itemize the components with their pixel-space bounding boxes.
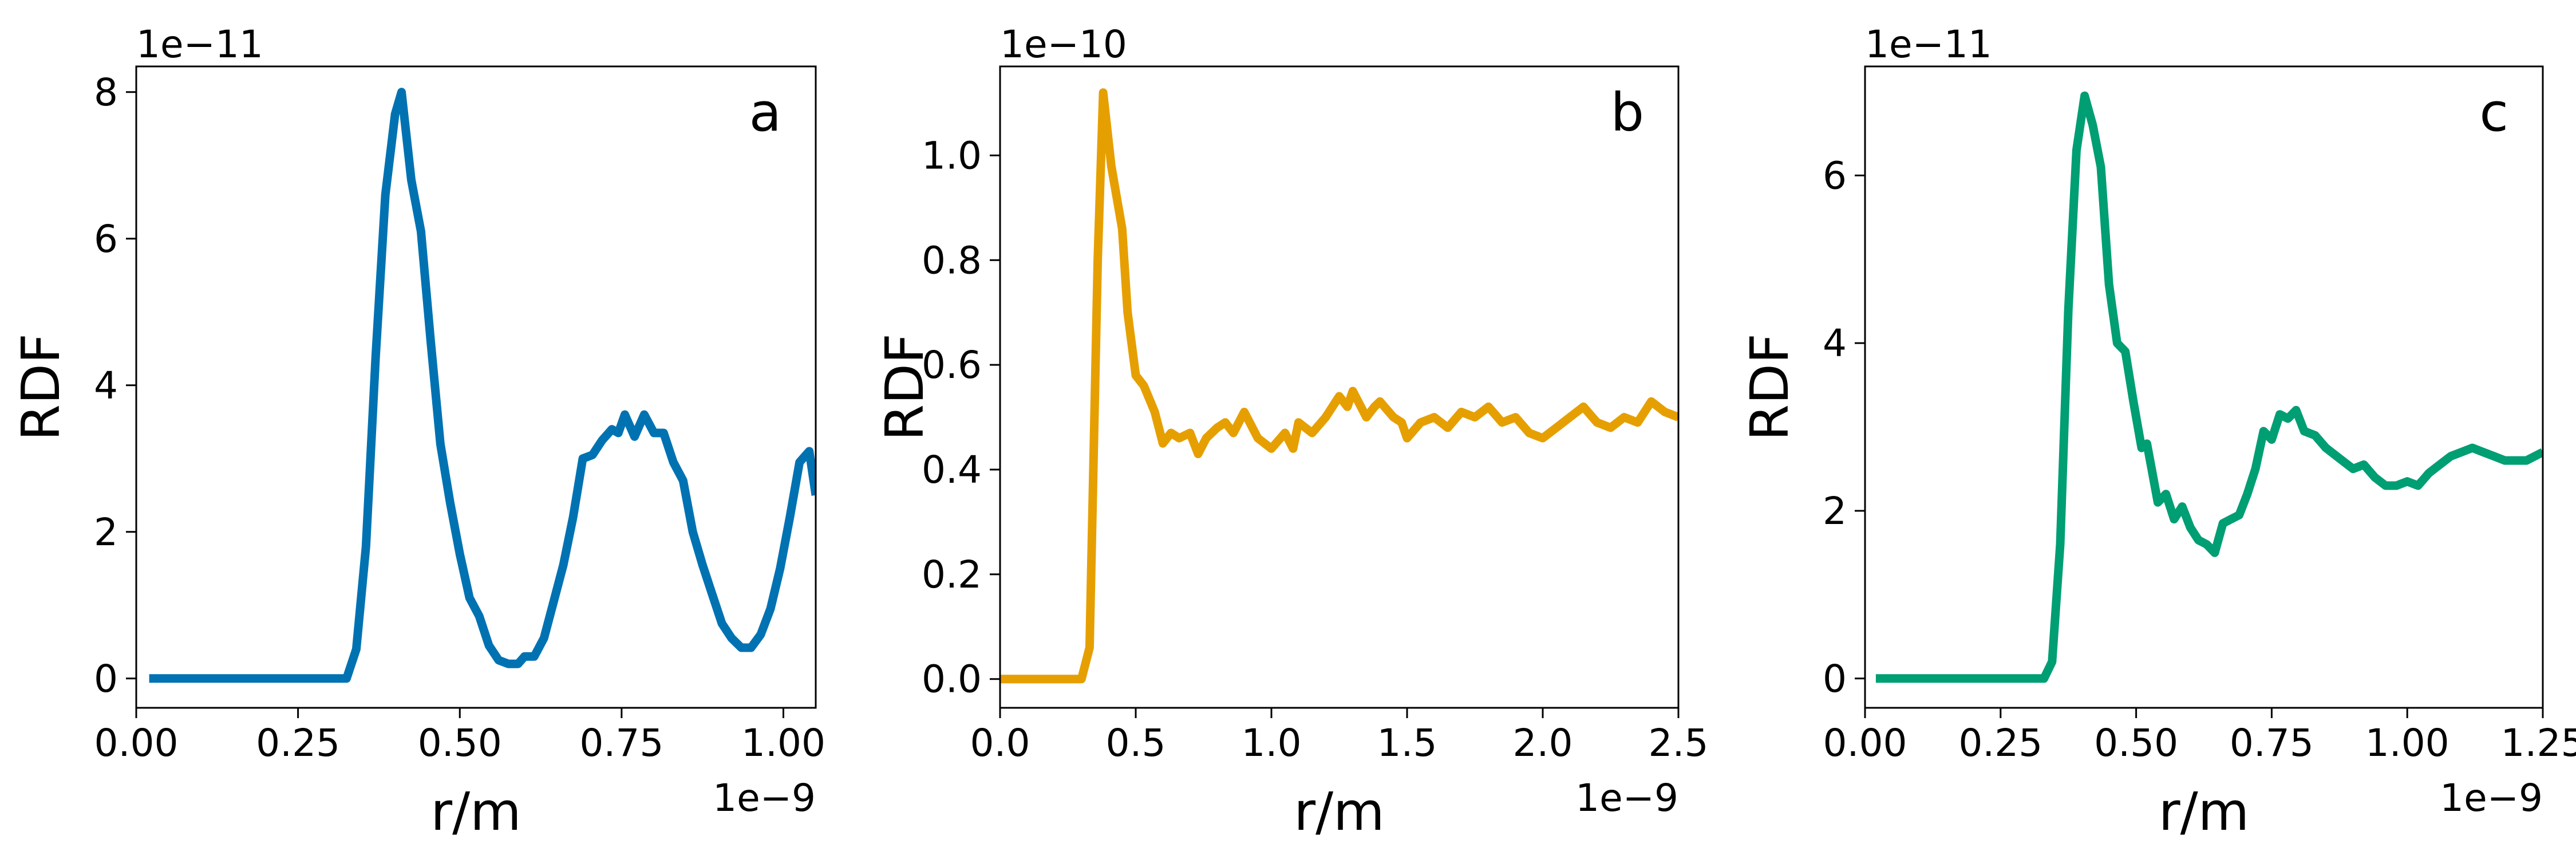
x-tick-label: 1.00	[741, 721, 825, 765]
y-tick-label: 0.8	[922, 238, 982, 282]
y-tick-label: 2	[1823, 489, 1847, 533]
y-tick-label: 0.6	[922, 343, 982, 387]
y-tick-label: 0.0	[922, 657, 982, 702]
y-offset-text: 1e−11	[136, 22, 263, 66]
y-tick-label: 6	[94, 217, 118, 261]
x-tick-label: 0.00	[94, 721, 179, 765]
rdf-series-line-a	[149, 88, 816, 683]
axes-frame	[135, 65, 817, 709]
y-tick-label: 0	[94, 657, 118, 701]
panel-b: 0.0 0.5 1.0 1.5 2.0 2.5 0.0 0.2 0.4 0.6 0.8 1.0 1e−1…	[874, 22, 1708, 842]
y-axis-label: RDF	[10, 333, 72, 441]
rdf-series-line-c	[1875, 91, 2543, 683]
x-offset-text: 1e−9	[713, 776, 816, 820]
x-tick-label: 0.25	[1958, 721, 2042, 765]
panel-label-a: a	[749, 82, 781, 143]
x-tick-label: 0.50	[418, 721, 502, 765]
x-tick-label: 0.00	[1823, 721, 1907, 765]
x-axis-label: r/m	[2159, 781, 2249, 842]
y-tick-label: 0	[1823, 657, 1847, 701]
x-tick-label: 1.0	[1242, 721, 1302, 765]
x-tick-label: 1.5	[1377, 721, 1437, 765]
x-offset-text: 1e−9	[1575, 776, 1678, 820]
axes-frame	[999, 65, 1680, 709]
x-tick-label: 1.25	[2501, 721, 2576, 765]
y-offset-text: 1e−11	[1865, 22, 1992, 66]
y-tick-label: 0.2	[922, 553, 982, 597]
x-tick-label: 2.5	[1649, 721, 1709, 765]
rdf-series-line-b	[1000, 88, 1678, 684]
y-tick-label: 1.0	[922, 133, 982, 178]
panel-c: 0.00 0.25 0.50 0.75 1.00 1.25 0 2 4 6 1e−11 1e−9 r/m…	[1739, 22, 2576, 842]
y-tick-label: 8	[94, 70, 118, 115]
panel-a: 0.00 0.25 0.50 0.75 1.00 0 2 4 6 8 1e−11 1e−9 r/m RDF…	[10, 22, 825, 842]
axes-frame	[1864, 65, 2544, 709]
panel-label-b: b	[1611, 82, 1644, 143]
x-tick-label: 0.75	[579, 721, 663, 765]
x-axis-label: r/m	[1294, 781, 1384, 842]
y-tick-label: 4	[94, 364, 118, 408]
x-tick-label: 2.0	[1513, 721, 1573, 765]
y-tick-label: 0.4	[922, 448, 982, 492]
y-axis-label: RDF	[1739, 333, 1800, 441]
panel-label-c: c	[2479, 82, 2508, 143]
y-axis-label: RDF	[874, 333, 935, 441]
x-tick-label: 0.50	[2094, 721, 2178, 765]
y-tick-label: 6	[1823, 153, 1847, 198]
x-axis-label: r/m	[430, 781, 521, 842]
x-tick-label: 1.00	[2365, 721, 2449, 765]
x-tick-label: 0.5	[1106, 721, 1166, 765]
x-tick-label: 0.0	[970, 721, 1030, 765]
y-offset-text: 1e−10	[1000, 22, 1127, 66]
x-offset-text: 1e−9	[2440, 776, 2543, 820]
y-tick-label: 2	[94, 510, 118, 554]
y-tick-label: 4	[1823, 321, 1847, 365]
x-tick-label: 0.25	[256, 721, 340, 765]
x-tick-label: 0.75	[2230, 721, 2314, 765]
